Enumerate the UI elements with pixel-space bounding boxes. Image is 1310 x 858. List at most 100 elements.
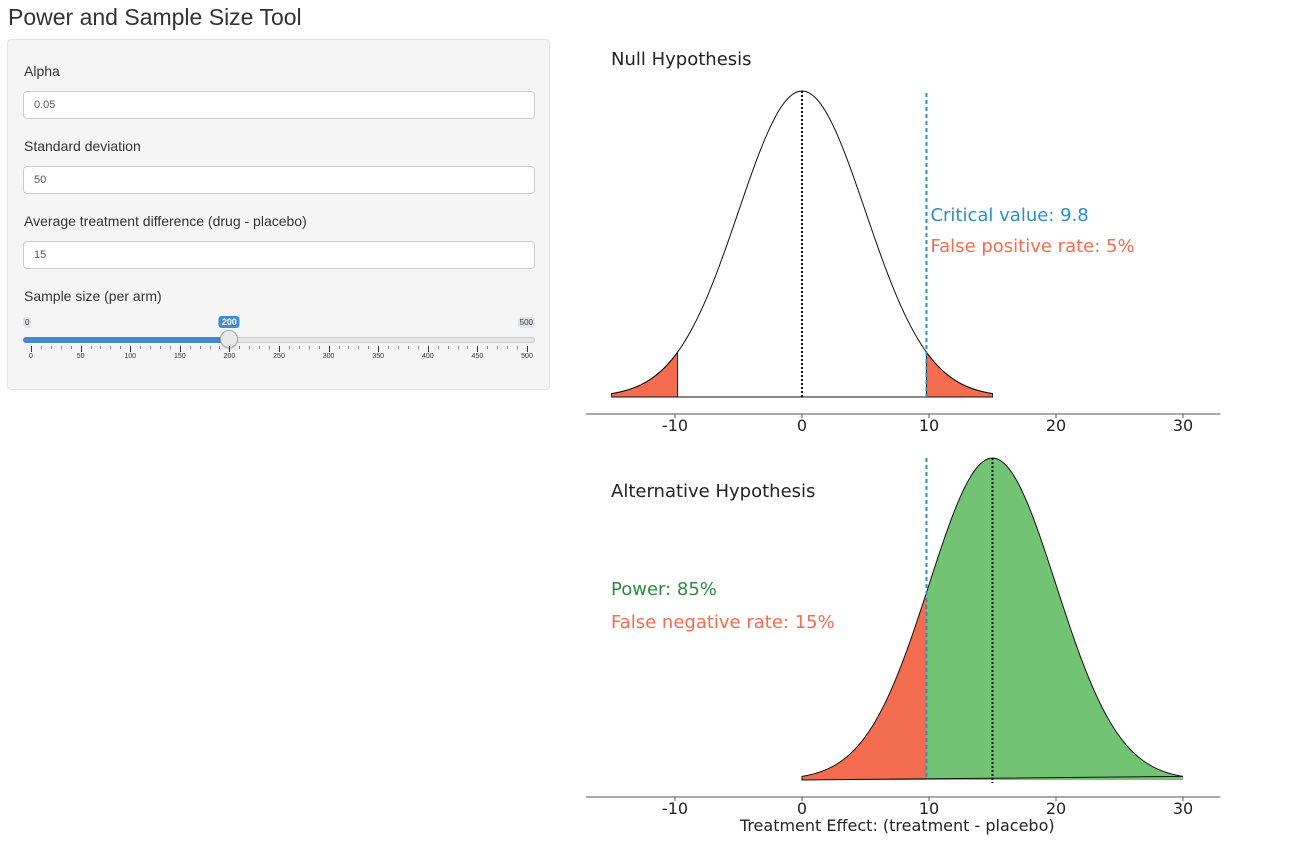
null-x-ticks: -10 0 10 20 30 [662,414,1193,435]
slider-fill [23,337,230,343]
slider-tick-label: 250 [273,353,285,360]
x-tick-label: 30 [1173,416,1193,435]
sd-label: Standard deviation [24,138,141,154]
x-tick-label: 30 [1173,799,1193,818]
slider-minor-tick [388,346,390,349]
slider-tick-label: 150 [173,353,186,360]
slider-max-label: 500 [517,317,535,328]
slider-tick-label: 300 [322,353,335,360]
slider-minor-tick [437,346,439,349]
slider-major-tick [328,346,330,352]
null-plot-title: Null Hypothesis [611,49,752,70]
alpha-label: Alpha [24,63,60,79]
false-negative-text: False negative rate: 15% [611,612,835,633]
slider-minor-tick [259,346,261,349]
x-tick-label: 10 [919,416,939,435]
slider-minor-tick [239,346,241,349]
sample-size-slider[interactable]: 0 500 200 0 50 100 150 200 250 300 350 400 450 500 [23,314,535,368]
slider-minor-tick [60,346,62,349]
x-tick-label: 0 [797,799,807,818]
hypothesis-plots: Null Hypothesis Critical value: 9.8 Fals… [586,49,1221,835]
slider-minor-tick [417,346,419,349]
x-tick-label: 20 [1046,799,1066,818]
slider-tick-label: 400 [421,353,434,360]
slider-minor-tick [467,346,469,349]
slider-minor-tick [140,346,142,349]
slider-tick-label: 100 [124,353,137,360]
slider-minor-tick [318,346,320,349]
slider-major-tick [130,346,132,352]
slider-tick-label: 200 [223,353,236,360]
x-tick-label: -10 [662,799,688,818]
slider-major-tick [279,346,280,352]
slider-major-tick [477,346,479,352]
null-right-tail [925,350,993,398]
x-tick-label: 10 [919,799,939,818]
slider-minor-tick [249,346,251,349]
sd-input[interactable] [23,166,535,194]
slider-minor-tick [308,346,310,349]
alternative-hypothesis-plot: Alternative Hypothesis Power: 85% False … [586,457,1221,835]
alt-curve [801,457,1184,781]
slider-minor-tick [368,346,370,349]
slider-tick-label: 350 [372,353,385,360]
x-tick-label: 0 [797,416,807,435]
null-left-tail [611,350,679,398]
slider-minor-tick [358,346,360,349]
slider-tick-label: 450 [471,353,484,360]
slider-minor-tick [457,346,459,349]
slider-major-tick [527,346,528,352]
slider-minor-tick [398,346,400,349]
false-positive-text: False positive rate: 5% [930,236,1134,257]
slider-ticks: 0 50 100 150 200 250 300 350 400 450 500 [23,346,535,368]
slider-minor-tick [40,346,42,349]
slider-minor-tick [407,346,409,349]
slider-minor-tick [100,346,102,349]
slider-minor-tick [90,346,92,349]
slider-minor-tick [288,346,290,349]
slider-major-tick [31,346,32,352]
slider-minor-tick [159,346,161,349]
slider-minor-tick [507,346,509,349]
critical-value-text: Critical value: 9.8 [930,205,1088,226]
slider-minor-tick [517,346,519,349]
power-text: Power: 85% [611,579,717,600]
slider-major-tick [427,346,429,352]
slider-minor-tick [110,346,112,349]
slider-tick-label: 50 [76,353,85,360]
power-area [926,458,1183,780]
x-axis-title: Treatment Effect: (treatment - placebo) [739,816,1055,835]
alpha-input[interactable] [23,91,535,119]
slider-major-tick [229,346,231,352]
slider-minor-tick [169,346,171,349]
alt-plot-title: Alternative Hypothesis [611,481,815,502]
diff-label: Average treatment difference (drug - pla… [24,213,307,229]
slider-min-label: 0 [23,317,32,328]
slider-minor-tick [338,346,340,349]
alt-x-ticks: -10 0 10 20 30 [662,797,1193,818]
null-hypothesis-plot: Null Hypothesis Critical value: 9.8 Fals… [586,49,1221,435]
sample-size-label: Sample size (per arm) [24,288,162,304]
slider-minor-tick [269,346,271,349]
slider-minor-tick [487,346,489,349]
slider-minor-tick [199,346,201,349]
slider-minor-tick [497,346,499,349]
x-tick-label: 20 [1046,416,1066,435]
false-negative-area [802,592,927,780]
x-tick-label: -10 [662,416,688,435]
diff-input[interactable] [23,241,535,269]
slider-minor-tick [219,346,221,349]
slider-minor-tick [50,346,52,349]
slider-major-tick [179,346,181,352]
slider-tick-label: 500 [521,353,533,360]
slider-value-label: 200 [218,316,240,328]
page-title: Power and Sample Size Tool [8,4,302,30]
slider-minor-tick [298,346,300,349]
slider-minor-tick [70,346,72,349]
slider-minor-tick [189,346,191,349]
slider-tick-label: 0 [29,353,33,360]
slider-minor-tick [209,346,211,349]
slider-minor-tick [150,346,152,349]
slider-minor-tick [348,346,350,349]
slider-major-tick [80,346,82,352]
